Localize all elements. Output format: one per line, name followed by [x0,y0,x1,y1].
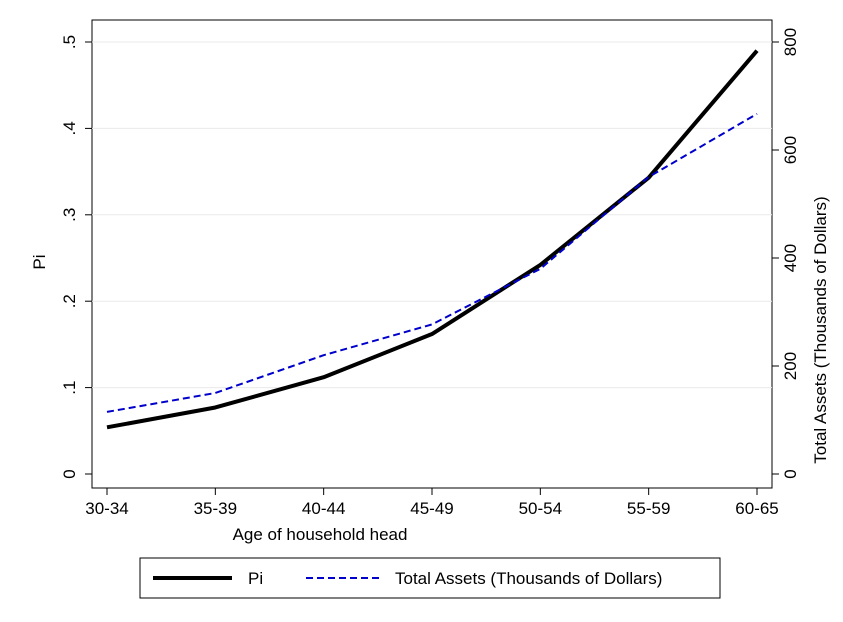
legend-box [139,557,721,599]
series-layer [106,49,759,430]
y-right-tick-label: 600 [781,136,800,164]
x-tick-label: 35-39 [194,499,237,518]
x-tick-label: 55-59 [627,499,670,518]
y-left-tick-label: .5 [60,35,79,49]
x-tick-label: 40-44 [302,499,345,518]
y-left-tick-label: .4 [60,121,79,135]
x-tick-label: 50-54 [519,499,562,518]
y-left-tick-label: 0 [60,469,79,478]
legend-label-pi: Pi [248,569,263,588]
y-axis-left-title: Pi [30,254,49,269]
y-right-tick-label: 0 [781,469,800,478]
y-right-tick-label: 200 [781,352,800,380]
y-right-tick-label: 800 [781,28,800,56]
plot-area [91,19,773,489]
y-axis-right-title: Total Assets (Thousands of Dollars) [811,196,830,463]
legend: Pi Total Assets (Thousands of Dollars) [139,557,721,599]
x-tick-label: 60-65 [735,499,778,518]
legend-label-total-assets: Total Assets (Thousands of Dollars) [395,569,662,588]
y-right-tick-label: 400 [781,244,800,272]
x-tick-label: 45-49 [410,499,453,518]
y-left-tick-label: .1 [60,381,79,395]
x-axis-title: Age of household head [233,525,408,544]
gridlines [92,41,772,389]
axes: 0 .1 .2 .3 .4 .5 0 200 400 600 800 30-34 35-39 40-44 4… [60,28,800,518]
y-left-tick-label: .3 [60,208,79,222]
x-tick-label: 30-34 [85,499,128,518]
y-left-tick-label: .2 [60,294,79,308]
